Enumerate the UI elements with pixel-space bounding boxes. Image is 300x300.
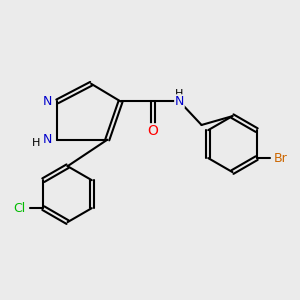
Text: Br: Br [274, 152, 288, 165]
Text: H: H [175, 89, 184, 99]
Text: Cl: Cl [13, 202, 25, 215]
Text: N: N [42, 133, 52, 146]
Text: N: N [42, 95, 52, 108]
Text: O: O [148, 124, 158, 138]
Text: N: N [175, 95, 184, 108]
Text: H: H [32, 138, 40, 148]
